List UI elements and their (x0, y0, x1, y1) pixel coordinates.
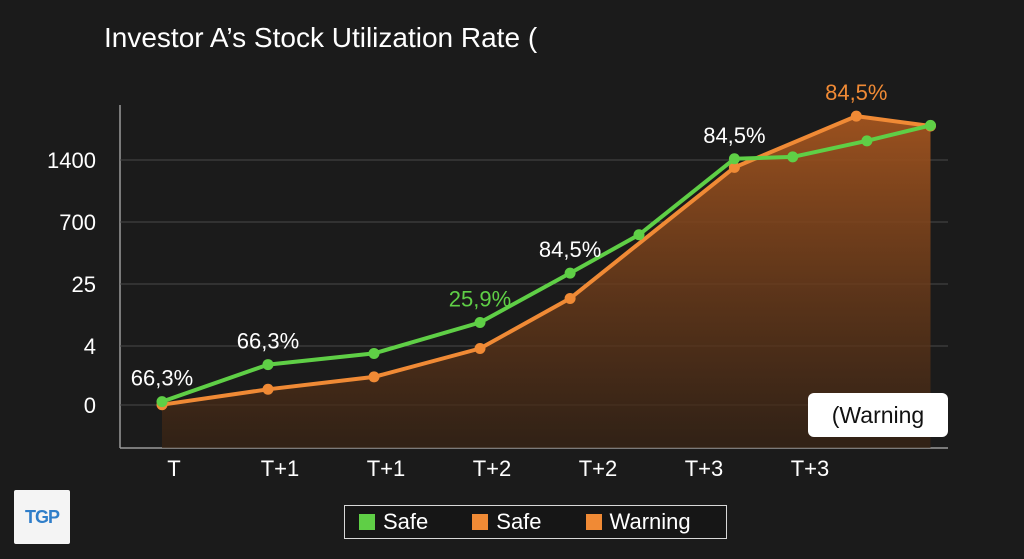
y-tick-label: 700 (59, 210, 96, 235)
area-fill (162, 116, 931, 448)
data-point (787, 151, 799, 163)
data-label: 25,9% (449, 287, 511, 312)
data-label: 84,5% (703, 123, 765, 148)
data-label: 66,3% (237, 329, 299, 354)
x-tick-label: T+3 (685, 456, 724, 481)
data-point (368, 371, 380, 383)
data-point (850, 110, 862, 122)
data-label: 66,3% (131, 366, 193, 391)
data-point (633, 229, 645, 241)
data-point (728, 161, 740, 173)
data-point (861, 135, 873, 147)
y-tick-label: 4 (84, 334, 96, 359)
x-tick-label: T+2 (579, 456, 618, 481)
data-point (262, 359, 274, 371)
legend-swatch-orange (585, 514, 602, 530)
x-tick-label: T+1 (261, 456, 300, 481)
legend-label: Safe (496, 509, 542, 534)
x-tick-label: T+1 (367, 456, 406, 481)
chart-title: Investor A’s Stock Utilization Rate ( (104, 22, 538, 53)
legend-item-safe-orange: Safe (472, 509, 542, 535)
legend-swatch-green (359, 514, 375, 530)
data-point (564, 292, 576, 304)
series-line-safe-green (161, 123, 931, 404)
legend-label: Warning (609, 509, 691, 534)
data-point (728, 153, 740, 165)
data-point (156, 396, 168, 408)
data-point (262, 383, 274, 395)
legend-swatch-orange (472, 514, 489, 530)
legend: Safe Safe Warning (344, 505, 727, 539)
brand-logo: TGP (14, 490, 70, 544)
data-point (925, 119, 936, 131)
x-tick-label: T+2 (473, 456, 512, 481)
y-tick-label: 25 (72, 272, 96, 297)
y-tick-label: 0 (84, 393, 96, 418)
legend-item-safe-green: Safe (359, 509, 428, 535)
data-point (474, 342, 486, 354)
legend-item-warning: Warning (585, 509, 691, 535)
series-line-safe-orange (161, 114, 931, 407)
data-label: 84,5% (539, 237, 601, 262)
data-point (368, 347, 380, 359)
x-tick-label: T (167, 456, 180, 481)
y-tick-label: 1400 (47, 148, 96, 173)
data-point (564, 267, 576, 279)
x-tick-label: T+3 (791, 456, 830, 481)
warning-callout: (Warning (808, 393, 948, 437)
data-label: 84,5% (825, 80, 887, 105)
legend-label: Safe (383, 509, 429, 534)
data-point (474, 317, 486, 329)
